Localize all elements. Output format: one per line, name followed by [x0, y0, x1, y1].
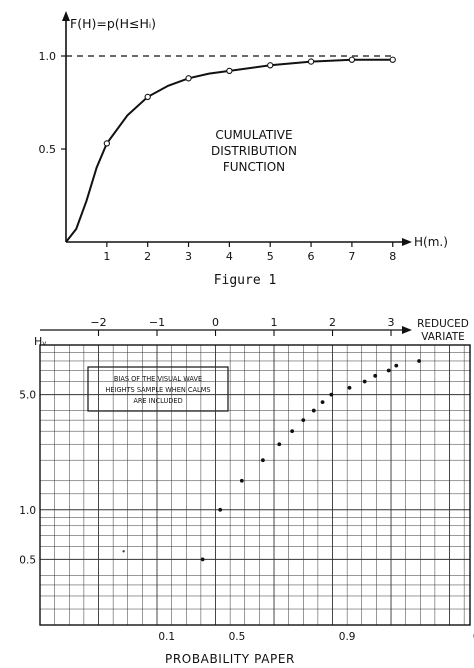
prob-bottom-tick-label: 0.99 — [473, 631, 474, 643]
prob-data-point — [386, 368, 391, 373]
prob-top-axis-arrow — [402, 326, 412, 334]
prob-data-point — [347, 385, 352, 390]
cdf-x-axis-label: H(m.) — [414, 235, 448, 249]
prob-top-tick-label: 2 — [329, 316, 336, 329]
cdf-x-tick-label: 1 — [103, 250, 110, 263]
prob-y-tick-label: 5.0 — [19, 390, 36, 402]
figure-caption: Figure 1 — [214, 273, 277, 288]
prob-bottom-tick-label: 0.9 — [339, 631, 356, 643]
prob-data-point — [373, 373, 378, 378]
cdf-annotation: CUMULATIVE DISTRIBUTION FUNCTION — [211, 128, 297, 174]
cdf-annotation-line: FUNCTION — [223, 160, 285, 174]
prob-data-point — [277, 442, 282, 447]
cdf-y-tick-label: 0.5 — [39, 143, 57, 156]
prob-legend-line: HEIGHTS SAMPLE WHEN CALMS — [105, 386, 210, 394]
prob-data-point — [301, 418, 306, 423]
prob-plot-frame — [39, 344, 471, 626]
cdf-data-point — [389, 56, 396, 63]
cdf-x-tick-label: 6 — [308, 250, 315, 263]
cdf-data-point — [185, 75, 192, 82]
prob-top-axis-label-line: REDUCED — [417, 318, 469, 330]
cdf-data-point — [267, 62, 274, 69]
prob-top-tick-label: −2 — [90, 316, 106, 329]
cdf-data-point — [307, 58, 315, 65]
prob-y-tick-label: 0.5 — [19, 554, 36, 566]
cdf-data-point — [103, 140, 110, 147]
prob-data-point — [290, 429, 295, 434]
prob-data-point — [218, 507, 223, 512]
cdf-data-point — [144, 93, 151, 101]
probability-paper-chart: Hᵥ REDUCED VARIATE BIAS OF THE VISUAL WA… — [19, 316, 474, 666]
prob-top-tick-label: 0 — [212, 316, 219, 329]
cdf-x-tick-label: 3 — [185, 250, 192, 263]
prob-data-point — [362, 379, 367, 384]
cdf-annotation-line: CUMULATIVE — [215, 128, 292, 142]
cdf-x-tick-label: 8 — [389, 250, 396, 263]
prob-legend-text: BIAS OF THE VISUAL WAVE HEIGHTS SAMPLE W… — [105, 375, 210, 405]
prob-grid — [40, 344, 470, 626]
prob-data-point — [329, 392, 334, 397]
cdf-data-point — [226, 67, 233, 75]
cdf-y-axis-arrow — [62, 11, 70, 21]
prob-top-tick-label: 3 — [388, 316, 395, 329]
cdf-x-tick-label: 7 — [348, 250, 355, 263]
prob-data-point — [260, 458, 265, 463]
prob-legend-line: BIAS OF THE VISUAL WAVE — [114, 375, 202, 383]
prob-data-point — [122, 550, 125, 553]
prob-data-point — [394, 363, 399, 368]
cdf-x-axis-arrow — [402, 238, 412, 246]
cdf-y-axis-label: F(H)=p(H≤Hᵢ) — [70, 16, 156, 31]
prob-data-point — [311, 408, 316, 413]
cdf-y-tick-label: 1.0 — [39, 50, 57, 63]
prob-data-point — [417, 359, 422, 363]
prob-top-axis-label: REDUCED VARIATE — [417, 318, 469, 343]
cdf-annotation-line: DISTRIBUTION — [211, 144, 297, 158]
cdf-curve — [65, 58, 393, 243]
prob-legend-box — [87, 366, 229, 412]
prob-data-point — [239, 478, 244, 483]
prob-top-tick-label: −1 — [149, 316, 165, 329]
cdf-x-tick-label: 2 — [144, 250, 151, 263]
prob-top-axis-label-line: VARIATE — [421, 331, 465, 343]
prob-y-tick-label: 1.0 — [19, 505, 36, 517]
prob-bottom-axis-label: PROBABILITY PAPER — [165, 652, 295, 666]
cdf-x-tick-label: 5 — [267, 250, 274, 263]
cdf-x-tick-label: 4 — [226, 250, 233, 263]
prob-bottom-tick-label: 0.5 — [229, 631, 246, 643]
prob-data-point — [320, 400, 325, 405]
prob-top-tick-label: 1 — [271, 316, 278, 329]
prob-bottom-tick-label: 0.1 — [158, 631, 175, 643]
prob-legend-line: ARE INCLUDED — [133, 397, 182, 405]
prob-data-point — [200, 557, 205, 562]
cdf-data-point — [348, 56, 356, 63]
cdf-chart: F(H)=p(H≤Hᵢ) H(m.) CUMULATIVE DISTRIBUTI… — [39, 11, 448, 288]
